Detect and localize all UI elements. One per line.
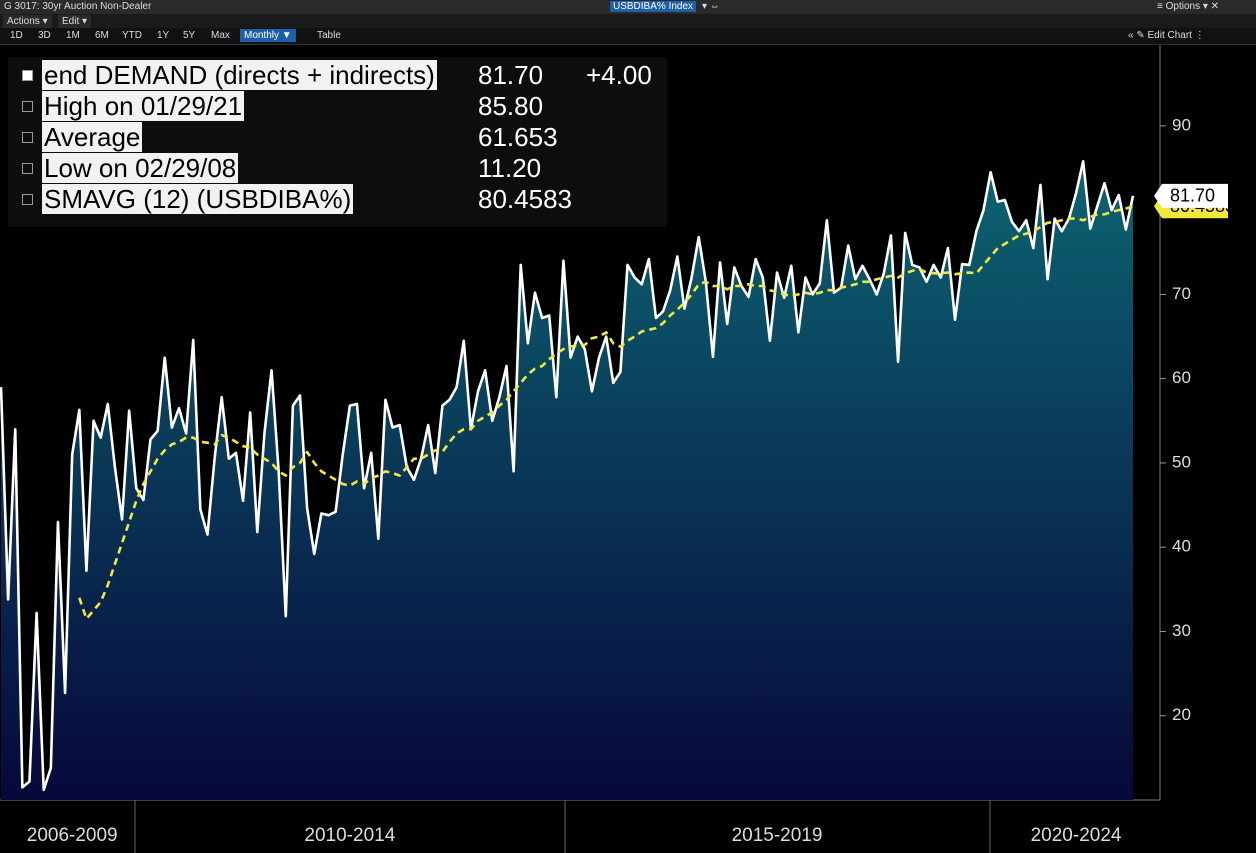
legend-row: end DEMAND (directs + indirects)	[42, 60, 437, 90]
frequency[interactable]: Monthly ▼	[240, 29, 296, 42]
y-tick-label: 30	[1172, 621, 1191, 640]
menu[interactable]: Actions ▾	[3, 15, 52, 28]
edit-chart-label: Edit Chart	[1147, 30, 1192, 41]
options-label: Options	[1165, 1, 1201, 12]
range-button[interactable]: 1D	[10, 30, 23, 41]
window-title: G 3017: 30yr Auction Non-Dealer	[4, 1, 152, 12]
legend-label: Low on 02/29/08	[42, 153, 239, 183]
x-tick-label: 2015-2019	[732, 825, 823, 846]
legend-row: SMAVG (12) (USBDIBA%)	[42, 184, 354, 214]
y-tick-label: 90	[1172, 115, 1191, 134]
menu[interactable]: Edit ▾	[58, 15, 92, 28]
range-button[interactable]: 1M	[66, 30, 80, 41]
range-button[interactable]: 5Y	[183, 30, 196, 41]
toolbar: Monthly ▼ Table « ✎ Edit Chart ⋮ 1D 3D 1M 6…	[0, 28, 1256, 45]
range-button[interactable]: Max	[211, 30, 230, 41]
legend-row: High on 01/29/21	[42, 91, 245, 121]
title-bar: G 3017: 30yr Auction Non-Dealer USBDIBA%…	[0, 0, 1256, 14]
last-value-badge	[1154, 183, 1228, 208]
ticker[interactable]: USBDIBA% Index	[610, 1, 697, 12]
frequency-label: Monthly	[244, 30, 280, 41]
ticker-arrow: ▾ ⇔	[702, 1, 720, 12]
legend-value: 11.20	[478, 153, 542, 183]
line-series	[78, 205, 1134, 621]
y-tick-label: 70	[1172, 284, 1191, 303]
menu-label: Edit	[62, 16, 80, 27]
legend-value: 61.653	[478, 122, 558, 152]
legend-icon	[22, 70, 33, 81]
plot-area	[0, 159, 1135, 800]
legend-icon	[22, 194, 33, 205]
menu-label: Actions	[7, 16, 40, 27]
legend-row: Average	[42, 122, 143, 152]
legend-value: 81.70	[478, 60, 544, 90]
legend-value: 85.80	[478, 91, 544, 121]
range-button[interactable]: 6M	[95, 30, 109, 41]
menu-bar: Actions ▾ Edit ▾	[0, 14, 1256, 28]
legend-label: High on 01/29/21	[42, 91, 245, 121]
legend: end DEMAND (directs + indirects) 81.70 +4.…	[8, 57, 667, 227]
axis-layer: 20 30 40 50 60 70 90 2006-2009 2010-2014 2015-201…	[27, 115, 1235, 846]
range-button[interactable]: 3D	[38, 30, 51, 41]
table-button[interactable]: Table	[317, 30, 341, 41]
x-tick-label: 2010-2014	[304, 825, 395, 846]
y-tick-label: 40	[1172, 537, 1191, 556]
x-tick-label: 2020-2024	[1031, 825, 1122, 846]
legend-change: +4.00	[586, 60, 652, 90]
x-tick-label: 2006-2009	[27, 825, 118, 846]
legend-icon	[22, 132, 33, 143]
legend-value: 80.4583	[478, 184, 572, 214]
legend-icon	[22, 163, 33, 174]
legend-label: SMAVG (12) (USBDIBA%)	[42, 184, 354, 214]
y-tick-label: 50	[1172, 452, 1191, 471]
legend-icon	[22, 101, 33, 112]
area	[1, 161, 1133, 800]
legend-row: Low on 02/29/08	[42, 153, 239, 183]
legend-label: end DEMAND (directs + indirects)	[42, 60, 437, 90]
line-series	[0, 159, 1135, 792]
legend-label: Average	[42, 122, 143, 152]
range-button[interactable]: YTD	[122, 30, 142, 41]
edit-chart[interactable]: « ✎ Edit Chart ⋮	[1128, 30, 1205, 41]
options[interactable]: ≡ Options ▾ ✕	[1157, 1, 1220, 12]
range-button[interactable]: 1Y	[157, 30, 170, 41]
y-tick-label: 20	[1172, 705, 1191, 724]
y-tick-label: 60	[1172, 368, 1191, 387]
last-value-label: 81.70	[1170, 186, 1215, 206]
